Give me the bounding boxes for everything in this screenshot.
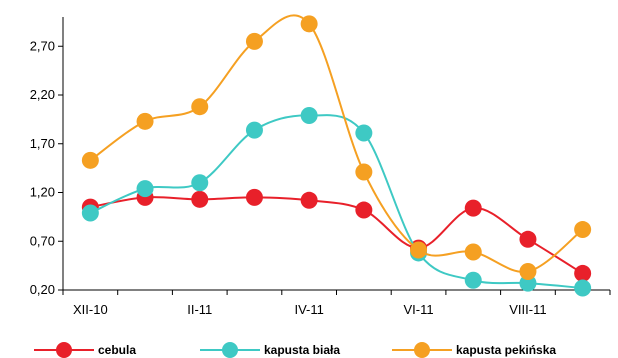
data-point	[136, 112, 154, 130]
chart-axes	[58, 17, 611, 295]
data-point	[519, 230, 537, 248]
legend-marker	[56, 342, 72, 358]
data-point	[245, 121, 263, 139]
data-point	[355, 201, 373, 219]
data-point	[191, 174, 209, 192]
data-point	[300, 15, 318, 33]
data-point	[574, 221, 592, 239]
data-point	[191, 98, 209, 116]
series-1	[81, 106, 592, 297]
legend: cebula kapusta biała kapusta pekińska	[34, 342, 556, 358]
y-tick-label: 0,20	[30, 282, 55, 297]
data-point	[81, 151, 99, 169]
y-tick-label: 1,70	[30, 136, 55, 151]
y-tick-label: 0,70	[30, 233, 55, 248]
data-point	[464, 199, 482, 217]
legend-marker	[222, 342, 238, 358]
legend-label: kapusta biała	[264, 343, 340, 357]
x-tick-label: II-11	[187, 302, 212, 317]
data-point	[519, 274, 537, 292]
x-tick-label: VI-11	[403, 302, 433, 317]
series-line	[90, 196, 584, 275]
series-2	[81, 14, 592, 280]
data-point	[355, 124, 373, 142]
legend-item: kapusta biała	[200, 342, 340, 358]
y-tick-labels: 0,20 0,70 1,20 1,70 2,20 2,70	[30, 38, 55, 297]
data-point	[81, 204, 99, 222]
data-point	[136, 180, 154, 198]
data-point	[464, 271, 482, 289]
legend-marker	[414, 342, 430, 358]
legend-label: kapusta pekińska	[456, 343, 556, 357]
series-0	[81, 188, 592, 282]
data-point	[245, 32, 263, 50]
data-point	[464, 243, 482, 261]
legend-item: cebula	[34, 342, 136, 358]
data-point	[574, 264, 592, 282]
data-point	[355, 163, 373, 181]
x-tick-label: IV-11	[294, 302, 323, 317]
series-line	[89, 14, 584, 273]
y-tick-label: 2,70	[30, 38, 55, 53]
legend-label: cebula	[98, 343, 136, 357]
data-point	[191, 190, 209, 208]
y-tick-label: 1,20	[30, 185, 55, 200]
data-point	[519, 262, 537, 280]
data-point	[574, 279, 592, 297]
data-point	[300, 191, 318, 209]
x-tick-labels: XII-10 II-11 IV-11 VI-11 VIII-11	[73, 302, 547, 317]
x-tick-label: VIII-11	[509, 302, 546, 317]
series-line	[89, 114, 583, 290]
legend-item: kapusta pekińska	[392, 342, 556, 358]
y-tick-label: 2,20	[30, 87, 55, 102]
data-point	[410, 241, 428, 259]
x-tick-label: XII-10	[73, 302, 108, 317]
series-layer	[81, 14, 592, 297]
data-point	[300, 106, 318, 124]
data-point	[245, 188, 263, 206]
